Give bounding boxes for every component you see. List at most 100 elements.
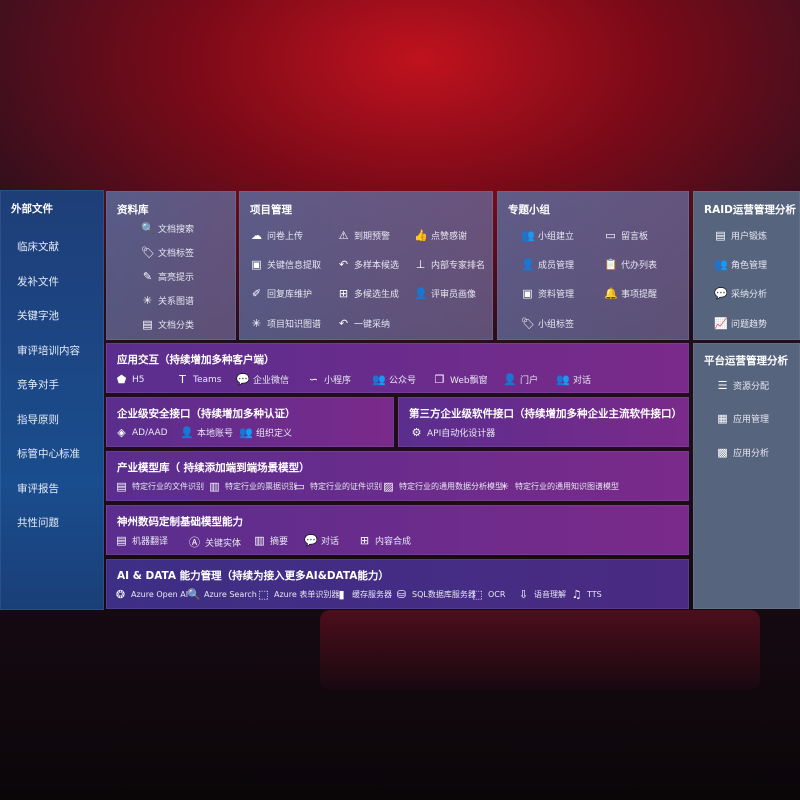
base-item-label: 对话 — [321, 537, 340, 547]
project-item[interactable]: 👤 评审员画像 — [414, 287, 476, 300]
sidebar-item[interactable]: 指导原则 — [17, 413, 59, 426]
app-item[interactable]: 👤 门户 — [503, 373, 538, 386]
industry-item[interactable]: ▤ 特定行业的文件识别 — [115, 480, 204, 493]
doc-category-icon: ▤ — [142, 318, 153, 331]
chat-icon: 💬 — [304, 534, 318, 547]
sidebar-external-files: 外部文件 — [0, 190, 104, 610]
pen-icon: ✎ — [142, 270, 153, 283]
alarm-icon: ⚠ — [338, 229, 349, 242]
platform-item-label: 资源分配 — [733, 382, 770, 392]
aad-icon: ◈ — [117, 426, 126, 439]
base-item-label: 摘要 — [270, 537, 289, 547]
sidebar-item[interactable]: 审评报告 — [17, 482, 59, 495]
project-item[interactable]: 👍 点赞感谢 — [414, 229, 467, 242]
ai-item[interactable]: ⇩ 语音理解 — [517, 588, 566, 601]
raid-item-label: 角色管理 — [731, 261, 768, 271]
sidebar-item[interactable]: 临床文献 — [17, 241, 59, 253]
security-item-label: 组织定义 — [256, 429, 293, 439]
public-account-icon: 👥 — [372, 373, 386, 386]
base-item[interactable]: 💬 对话 — [304, 534, 339, 547]
wechat-icon: 💬 — [236, 373, 250, 386]
ai-item-label: Azure Open AI — [131, 590, 189, 599]
panel-title: 项目管理 — [250, 204, 292, 216]
project-item[interactable]: ↶ 一键采纳 — [337, 317, 390, 330]
sidebar-item[interactable]: 发补文件 — [17, 275, 59, 288]
ai-item[interactable]: ⬚ Azure 表单识别器 — [257, 588, 339, 601]
app-item[interactable]: ❐ Web飘窗 — [433, 373, 488, 386]
raid-item[interactable]: 📈 问题趋势 — [714, 317, 767, 330]
ai-item[interactable]: ⬚ OCR — [471, 588, 505, 601]
analytics-icon: ▩ — [717, 446, 728, 459]
sidebar-item[interactable]: 审评培训内容 — [17, 344, 80, 357]
file-icon: ▤ — [116, 480, 127, 493]
platform-item[interactable]: ▦ 应用管理 — [716, 412, 769, 425]
edit-icon: ✐ — [251, 287, 262, 300]
app-item[interactable]: ⬟ H5 — [115, 373, 145, 386]
app-item[interactable]: 💬 企业微信 — [236, 373, 289, 386]
project-item[interactable]: ✳ 项目知识图谱 — [250, 317, 321, 330]
thirdparty-item[interactable]: ⚙ API自动化设计器 — [410, 426, 496, 439]
app-item[interactable]: 👥 对话 — [556, 373, 591, 386]
project-item[interactable]: ⊞ 多候选生成 — [337, 287, 399, 300]
search-doc-icon: 🔍 — [187, 588, 201, 601]
platform-item[interactable]: ☰ 资源分配 — [716, 379, 769, 392]
group-item-label: 成员管理 — [538, 261, 575, 271]
ai-item[interactable]: 🔍 Azure Search — [187, 588, 257, 601]
project-item[interactable]: ☁ 问卷上传 — [250, 229, 303, 242]
ai-item-label: Azure 表单识别器 — [274, 590, 340, 599]
industry-item[interactable]: ▥ 特定行业的票据识别 — [208, 480, 297, 493]
ai-item[interactable]: ♫ TTS — [570, 588, 602, 601]
project-item[interactable]: ▣ 关键信息提取 — [250, 258, 321, 271]
library-item[interactable]: ▤ 文档分类 — [141, 318, 194, 331]
group-item[interactable]: 🏷 小组标签 — [521, 317, 574, 330]
panel-platform: 平台运营管理分析 — [693, 343, 800, 609]
library-item-label: 文档标签 — [158, 249, 195, 259]
app-item[interactable]: ∽ 小程序 — [307, 373, 351, 386]
industry-item[interactable]: ▭ 特定行业的证件识别 — [293, 480, 382, 493]
raid-item[interactable]: 👥 角色管理 — [714, 258, 767, 271]
sidebar-item[interactable]: 共性问题 — [17, 517, 59, 529]
app-item[interactable]: T Teams — [176, 373, 221, 386]
library-item[interactable]: 🏷 文档标签 — [141, 246, 194, 259]
base-item[interactable]: ⊞ 内容合成 — [358, 534, 411, 547]
openai-icon: ❂ — [115, 588, 126, 601]
folder-icon: ▣ — [522, 287, 533, 300]
security-item[interactable]: 👥 组织定义 — [239, 426, 292, 439]
group-item[interactable]: 📋 代办列表 — [604, 258, 657, 271]
security-item[interactable]: ◈ AD/AAD — [115, 426, 167, 439]
industry-item-label: 特定行业的证件识别 — [310, 482, 382, 491]
sidebar-item[interactable]: 关键字池 — [17, 310, 59, 322]
sidebar-item[interactable]: 竞争对手 — [17, 379, 59, 391]
group-item-label: 小组标签 — [538, 320, 575, 330]
security-item[interactable]: 👤 本地账号 — [180, 426, 233, 439]
ai-item[interactable]: ⛁ SQL数据库服务器 — [395, 588, 476, 601]
raid-item[interactable]: 💬 采纳分析 — [714, 287, 767, 300]
project-item[interactable]: ⚠ 到期预警 — [337, 229, 390, 242]
sidebar-item[interactable]: 标管中心标准 — [17, 448, 80, 460]
group-item[interactable]: ▭ 留言板 — [604, 229, 648, 242]
project-item[interactable]: ⊥ 内部专家排名 — [414, 258, 485, 271]
base-item[interactable]: ▤ 机器翻译 — [115, 534, 168, 547]
group-item[interactable]: ▣ 资料管理 — [521, 287, 574, 300]
project-item[interactable]: ↶ 多样本候选 — [337, 258, 399, 271]
industry-item[interactable]: ✳ 特定行业的通用知识图谱模型 — [498, 480, 619, 493]
group-item[interactable]: 🔔 事项提醒 — [604, 287, 657, 300]
raid-item-label: 问题趋势 — [731, 320, 768, 330]
industry-item[interactable]: ▨ 特定行业的通用数据分析模型 — [382, 480, 503, 493]
group-item[interactable]: 👥 小组建立 — [521, 229, 574, 242]
panel-title: AI & DATA 能力管理（持续为接入更多AI&DATA能力） — [117, 570, 389, 582]
platform-item[interactable]: ▩ 应用分析 — [716, 446, 769, 459]
project-item[interactable]: ✐ 回复库维护 — [250, 287, 312, 300]
ai-item[interactable]: ▮ 缓存服务器 — [335, 588, 392, 601]
library-item[interactable]: 🔍 文档搜索 — [141, 222, 194, 235]
group-item[interactable]: 👤 成员管理 — [521, 258, 574, 271]
ai-item[interactable]: ❂ Azure Open AI — [114, 588, 188, 601]
raid-item[interactable]: ▤ 用户锻炼 — [714, 229, 767, 242]
library-item[interactable]: ✎ 高亮提示 — [141, 270, 194, 283]
app-item[interactable]: 👥 公众号 — [372, 373, 416, 386]
library-item[interactable]: ✳ 关系图谱 — [141, 294, 194, 307]
compose-icon: ⊞ — [359, 534, 370, 547]
base-item[interactable]: Ⓐ 关键实体 — [188, 534, 241, 550]
base-item[interactable]: ▥ 摘要 — [253, 534, 288, 547]
tts-icon: ♫ — [571, 588, 582, 601]
